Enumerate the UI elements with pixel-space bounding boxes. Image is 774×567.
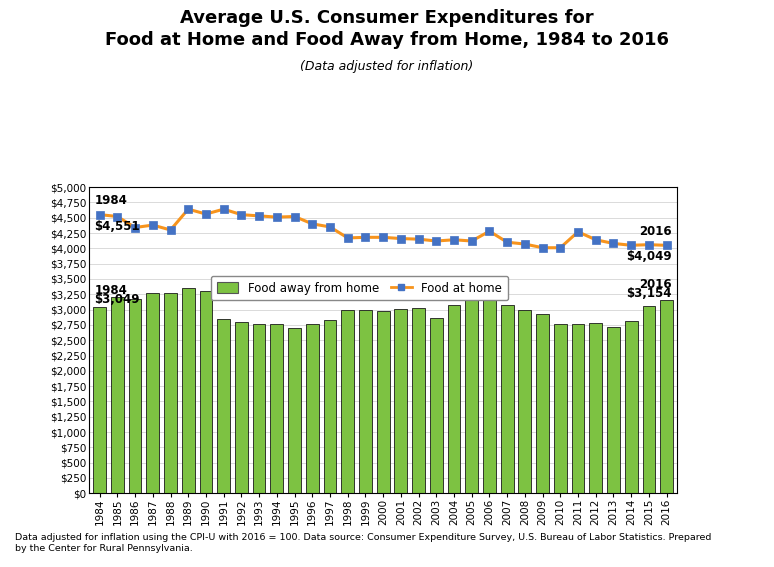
- Legend: Food away from home, Food at home: Food away from home, Food at home: [211, 276, 509, 301]
- Bar: [501, 304, 513, 493]
- Bar: [642, 306, 656, 493]
- Bar: [341, 310, 354, 493]
- Text: $4,049: $4,049: [626, 250, 672, 263]
- Bar: [483, 296, 496, 493]
- Bar: [536, 314, 549, 493]
- Bar: [270, 324, 283, 493]
- Text: 1984: 1984: [94, 285, 127, 298]
- Bar: [306, 324, 319, 493]
- Bar: [413, 308, 425, 493]
- Bar: [324, 320, 337, 493]
- Text: (Data adjusted for inflation): (Data adjusted for inflation): [300, 60, 474, 73]
- Bar: [288, 328, 301, 493]
- Bar: [128, 299, 142, 493]
- Bar: [660, 300, 673, 493]
- Bar: [607, 327, 620, 493]
- Bar: [589, 323, 602, 493]
- Text: 1984: 1984: [94, 194, 127, 208]
- Bar: [377, 311, 389, 493]
- Text: 2016: 2016: [639, 278, 672, 291]
- Text: 2016: 2016: [639, 225, 672, 238]
- Bar: [554, 324, 567, 493]
- Bar: [465, 295, 478, 493]
- Bar: [572, 324, 584, 493]
- Bar: [430, 318, 443, 493]
- Bar: [146, 293, 159, 493]
- Bar: [200, 291, 212, 493]
- Bar: [395, 309, 407, 493]
- Text: Food at Home and Food Away from Home, 1984 to 2016: Food at Home and Food Away from Home, 19…: [105, 31, 669, 49]
- Bar: [235, 322, 248, 493]
- Bar: [93, 307, 106, 493]
- Text: $4,551: $4,551: [94, 219, 140, 232]
- Bar: [519, 310, 531, 493]
- Text: $3,049: $3,049: [94, 293, 140, 306]
- Text: Average U.S. Consumer Expenditures for: Average U.S. Consumer Expenditures for: [180, 9, 594, 27]
- Bar: [217, 319, 230, 493]
- Bar: [164, 293, 177, 493]
- Bar: [182, 287, 194, 493]
- Bar: [111, 297, 124, 493]
- Text: $3,154: $3,154: [626, 286, 672, 299]
- Bar: [625, 320, 638, 493]
- Bar: [447, 304, 461, 493]
- Bar: [359, 310, 372, 493]
- Text: Data adjusted for inflation using the CPI-U with 2016 = 100. Data source: Consum: Data adjusted for inflation using the CP…: [15, 534, 712, 553]
- Bar: [253, 324, 265, 493]
